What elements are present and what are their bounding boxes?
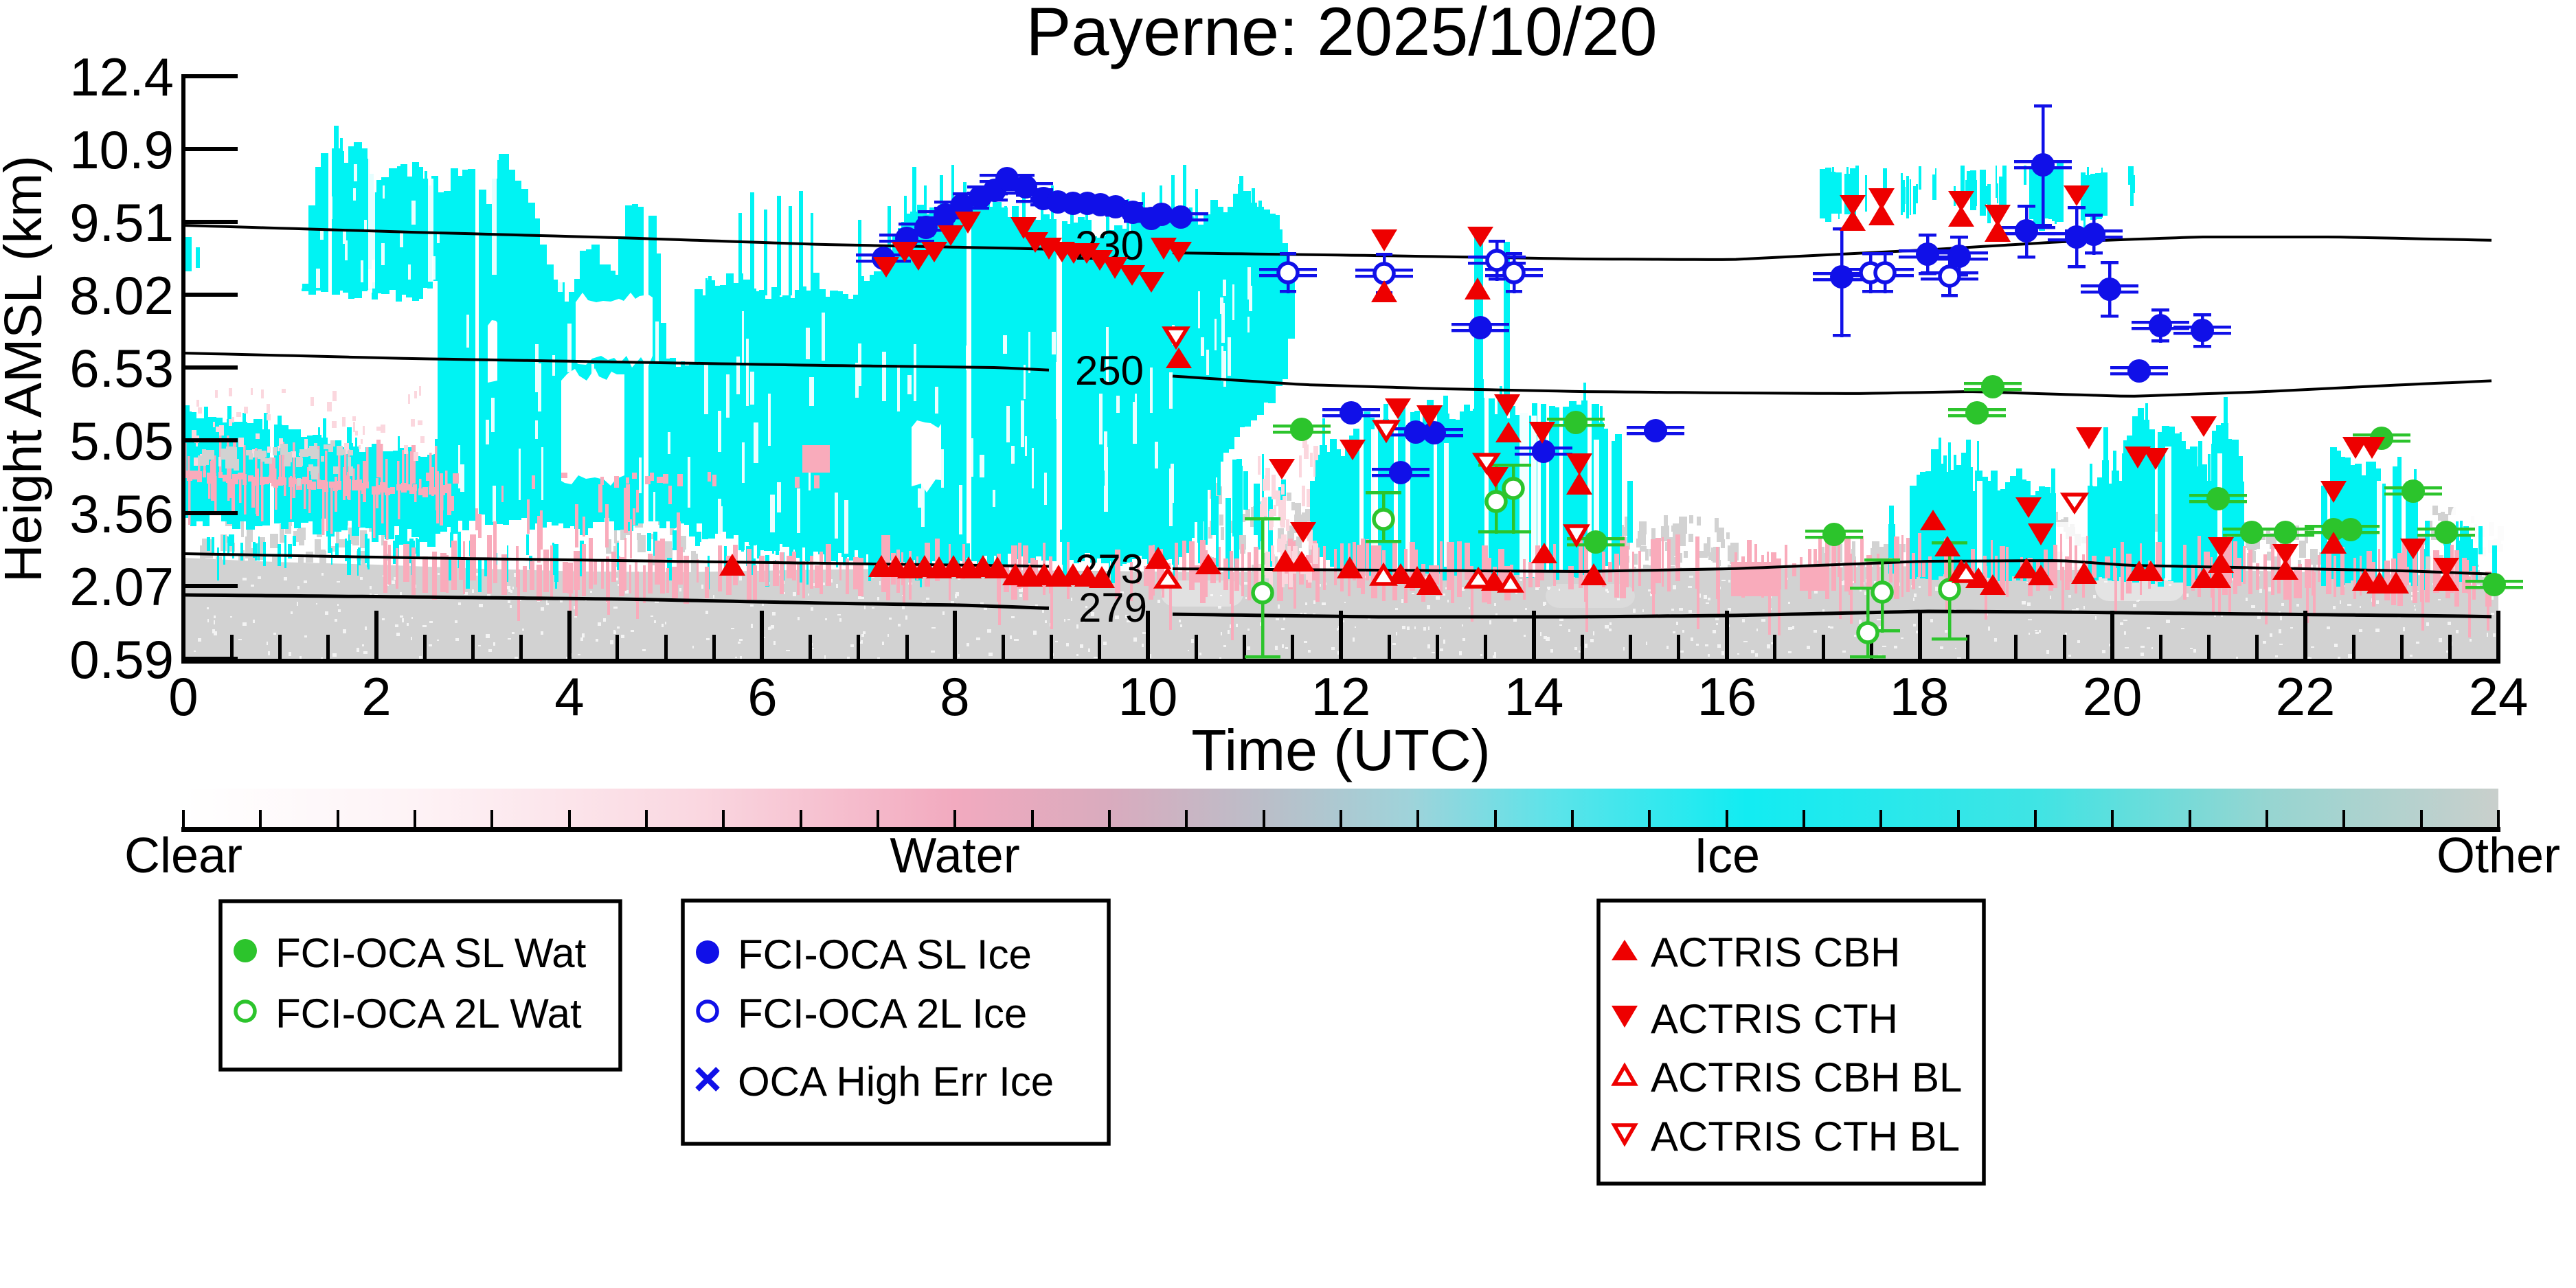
svg-text:250: 250 bbox=[1075, 348, 1144, 394]
svg-text:22: 22 bbox=[2276, 666, 2336, 727]
svg-text:14: 14 bbox=[1504, 666, 1564, 727]
svg-text:ACTRIS CTH BL: ACTRIS CTH BL bbox=[1651, 1114, 1960, 1160]
svg-text:5.05: 5.05 bbox=[69, 411, 174, 471]
svg-text:FCI-OCA SL Ice: FCI-OCA SL Ice bbox=[738, 931, 1032, 978]
svg-text:9.51: 9.51 bbox=[69, 192, 174, 253]
svg-text:20: 20 bbox=[2083, 666, 2143, 727]
svg-text:6.53: 6.53 bbox=[69, 338, 174, 398]
svg-text:10.9: 10.9 bbox=[69, 120, 174, 180]
svg-text:Water: Water bbox=[890, 828, 1019, 883]
svg-text:FCI-OCA 2L Wat: FCI-OCA 2L Wat bbox=[275, 991, 582, 1037]
svg-text:FCI-OCA 2L Ice: FCI-OCA 2L Ice bbox=[738, 991, 1027, 1037]
svg-text:2.07: 2.07 bbox=[69, 556, 174, 617]
svg-text:12.4: 12.4 bbox=[69, 47, 174, 107]
svg-text:16: 16 bbox=[1697, 666, 1757, 727]
svg-text:0: 0 bbox=[168, 666, 198, 727]
svg-text:ACTRIS CTH: ACTRIS CTH bbox=[1651, 996, 1898, 1042]
svg-text:Ice: Ice bbox=[1694, 828, 1760, 883]
svg-text:OCA High Err Ice: OCA High Err Ice bbox=[738, 1059, 1054, 1105]
svg-text:Clear: Clear bbox=[124, 828, 242, 883]
svg-text:ACTRIS CBH: ACTRIS CBH bbox=[1651, 929, 1900, 975]
svg-text:8: 8 bbox=[940, 666, 969, 727]
svg-text:4: 4 bbox=[554, 666, 584, 727]
svg-text:Height AMSL (km): Height AMSL (km) bbox=[0, 155, 53, 583]
svg-text:Time (UTC): Time (UTC) bbox=[1191, 718, 1490, 782]
svg-text:6: 6 bbox=[747, 666, 777, 727]
svg-text:ACTRIS CBH BL: ACTRIS CBH BL bbox=[1651, 1054, 1962, 1100]
svg-text:Payerne: 2025/10/20: Payerne: 2025/10/20 bbox=[1026, 0, 1657, 69]
svg-text:FCI-OCA SL Wat: FCI-OCA SL Wat bbox=[275, 930, 587, 976]
svg-text:8.02: 8.02 bbox=[69, 265, 174, 326]
svg-text:279: 279 bbox=[1078, 585, 1147, 631]
svg-text:12: 12 bbox=[1311, 666, 1371, 727]
svg-text:0.59: 0.59 bbox=[69, 629, 174, 690]
svg-text:24: 24 bbox=[2469, 666, 2529, 727]
svg-text:18: 18 bbox=[1890, 666, 1950, 727]
svg-text:2: 2 bbox=[361, 666, 391, 727]
svg-text:10: 10 bbox=[1118, 666, 1178, 727]
svg-text:3.56: 3.56 bbox=[69, 484, 174, 544]
svg-text:Other: Other bbox=[2437, 828, 2560, 883]
